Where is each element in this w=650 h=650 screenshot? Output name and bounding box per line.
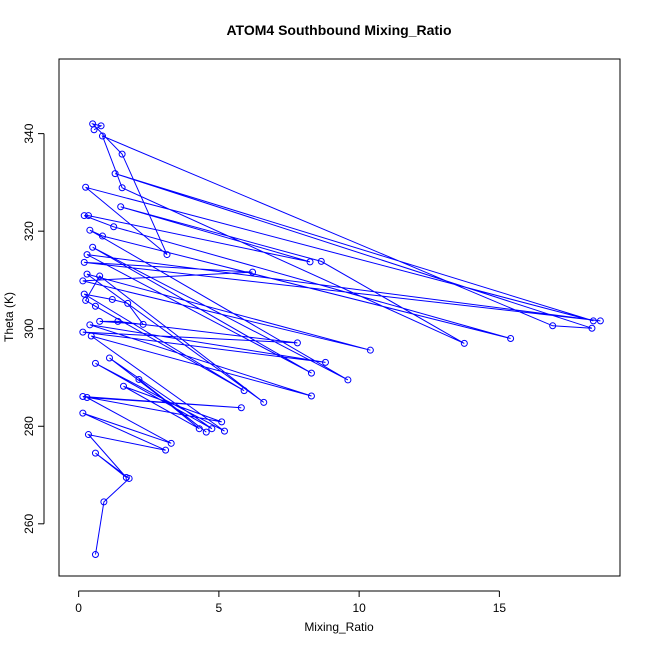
data-point xyxy=(82,296,90,304)
data-point xyxy=(208,425,216,433)
data-point xyxy=(91,359,99,367)
y-axis-label: Theta (K) xyxy=(2,292,16,342)
data-point xyxy=(108,295,116,303)
data-point xyxy=(105,354,113,362)
data-point xyxy=(89,120,97,128)
data-point xyxy=(260,398,268,406)
data-point xyxy=(162,446,170,454)
data-point xyxy=(80,290,88,298)
y-tick-label: 320 xyxy=(22,221,36,241)
data-point xyxy=(86,226,94,234)
data-point xyxy=(91,551,99,559)
data-point xyxy=(111,170,119,178)
data-point xyxy=(507,334,515,342)
data-point xyxy=(589,317,597,325)
y-tick-label: 300 xyxy=(22,318,36,338)
data-point xyxy=(321,358,329,366)
data-point xyxy=(195,425,203,433)
data-point xyxy=(139,320,147,328)
data-point xyxy=(86,321,94,329)
x-tick-label: 5 xyxy=(216,601,223,615)
data-point xyxy=(96,317,104,325)
data-point xyxy=(549,322,557,330)
data-point xyxy=(218,418,226,426)
data-point xyxy=(97,122,105,130)
data-point xyxy=(110,223,118,231)
x-tick-label: 10 xyxy=(352,601,366,615)
data-point xyxy=(237,404,245,412)
x-axis-label: Mixing_Ratio xyxy=(304,620,374,634)
data-point xyxy=(90,126,98,134)
data-point xyxy=(344,376,352,384)
data-point xyxy=(79,277,87,285)
data-point xyxy=(82,183,90,191)
data-point xyxy=(84,431,92,439)
y-tick-label: 260 xyxy=(22,513,36,533)
series-line xyxy=(82,123,601,555)
data-point xyxy=(118,184,126,192)
data-point xyxy=(118,150,126,158)
data-point xyxy=(91,449,99,457)
y-axis: 260 280 300 320 340 xyxy=(22,123,45,534)
data-point xyxy=(163,251,171,259)
data-point xyxy=(125,474,133,482)
data-point xyxy=(80,258,88,266)
x-tick-label: 15 xyxy=(493,601,507,615)
data-point xyxy=(91,302,99,310)
data-point xyxy=(87,332,95,340)
chart-title: ATOM4 Southbound Mixing_Ratio xyxy=(226,22,451,38)
data-point xyxy=(120,382,128,390)
data-point xyxy=(98,132,106,140)
data-point xyxy=(79,328,87,336)
data-point xyxy=(240,387,248,395)
y-tick-label: 340 xyxy=(22,123,36,143)
series-layer xyxy=(79,120,604,559)
data-point xyxy=(79,409,87,417)
data-point xyxy=(89,243,97,251)
data-point xyxy=(100,498,108,506)
data-point xyxy=(249,268,257,276)
data-point xyxy=(202,428,210,436)
data-point xyxy=(167,439,175,447)
data-point xyxy=(83,251,91,259)
data-point xyxy=(460,339,468,347)
x-tick-label: 0 xyxy=(75,601,82,615)
data-point xyxy=(79,393,87,401)
data-point xyxy=(117,203,125,211)
data-point xyxy=(588,324,596,332)
data-point xyxy=(596,317,604,325)
data-point xyxy=(84,212,92,220)
data-point xyxy=(317,257,325,265)
data-point xyxy=(124,299,132,307)
data-point xyxy=(220,427,228,435)
data-point xyxy=(83,393,91,401)
data-point xyxy=(80,212,88,220)
data-point xyxy=(307,369,315,377)
data-point xyxy=(83,270,91,278)
data-point xyxy=(293,339,301,347)
data-point xyxy=(366,346,374,354)
data-point xyxy=(96,272,104,280)
data-point xyxy=(306,258,314,266)
data-point xyxy=(114,317,122,325)
y-tick-label: 280 xyxy=(22,416,36,436)
data-point xyxy=(307,392,315,400)
data-point xyxy=(135,375,143,383)
x-axis: 0 5 10 15 xyxy=(75,590,507,615)
plot-frame xyxy=(58,58,621,577)
data-point xyxy=(98,232,106,240)
